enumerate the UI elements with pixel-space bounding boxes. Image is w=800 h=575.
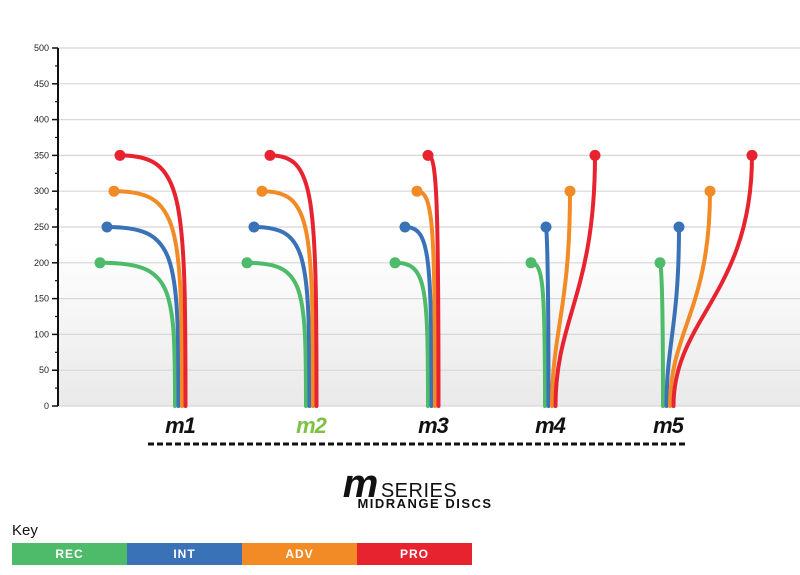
flight-start-point-rec [525,257,537,269]
y-tick-label: 250 [34,222,49,232]
key-item-rec: REC [12,543,127,565]
flight-path-adv [668,189,712,408]
y-tick-label: 400 [34,115,49,125]
flight-path-pro [268,153,319,408]
flight-path-rec [393,260,430,408]
flight-path-adv [550,189,572,408]
y-tick-label: 450 [34,79,49,89]
key-legend: REC INT ADV PRO [12,543,472,565]
disc-label-m2: m2 [296,413,328,438]
disc-label-m3: m3 [418,413,449,438]
y-axis: 0 50 100 150 200 250 300 350 400 450 500 [34,43,59,411]
flight-start-point-adv [564,185,576,197]
flight-path-int [105,225,181,408]
flight-path-int [403,225,434,408]
flight-path-int [664,225,681,408]
y-tick-label: 0 [44,401,49,411]
flight-path-rec [98,260,177,408]
disc-label-m4: m4 [535,413,566,438]
flight-start-point-adv [108,185,120,197]
flight-start-point-int [101,221,113,233]
flight-start-point-pro [589,149,601,161]
flight-path-rec [245,260,308,408]
flight-start-point-int [248,221,260,233]
y-tick-label: 500 [34,43,49,53]
y-tick-label: 350 [34,150,49,160]
flight-path-pro [671,153,754,408]
y-tick-label: 50 [39,365,49,375]
key-item-int: INT [127,543,242,565]
flight-path-int [252,225,312,408]
y-tick-label: 300 [34,186,49,196]
flight-start-point-pro [114,149,126,161]
disc-label-m5: m5 [653,413,685,438]
series-logo-letter: m [342,462,379,506]
series-logo: m SERIES [0,462,800,507]
series-logo-word: SERIES [380,480,458,502]
disc-label-m1: m1 [165,413,196,438]
flight-start-point-pro [422,149,434,161]
flight-path-adv [112,189,184,408]
flight-path-pro [553,153,597,408]
y-tick-label: 100 [34,329,49,339]
flight-start-point-pro [264,149,276,161]
y-tick-label: 150 [34,294,49,304]
flight-path-pro [118,153,188,408]
flight-start-point-int [673,221,685,233]
key-item-adv: ADV [242,543,357,565]
flight-start-point-pro [746,149,758,161]
flight-path-adv [415,189,437,408]
disc-labels: m1 m2 m3 m4 m5 [165,413,686,438]
flight-paths [94,149,758,408]
flight-start-point-rec [389,257,401,269]
key-item-pro: PRO [357,543,472,565]
flight-start-point-rec [94,257,106,269]
flight-start-point-adv [704,185,716,197]
flight-start-point-int [540,221,552,233]
flight-start-point-int [399,221,411,233]
flight-start-point-rec [241,257,253,269]
key-title: Key [12,522,38,539]
y-tick-label: 200 [34,258,49,268]
flight-start-point-adv [411,185,423,197]
chart-subtitle: MIDRANGE DISCS [357,496,493,511]
flight-start-point-rec [654,257,666,269]
flight-path-adv [260,189,315,408]
flight-start-point-adv [256,185,268,197]
